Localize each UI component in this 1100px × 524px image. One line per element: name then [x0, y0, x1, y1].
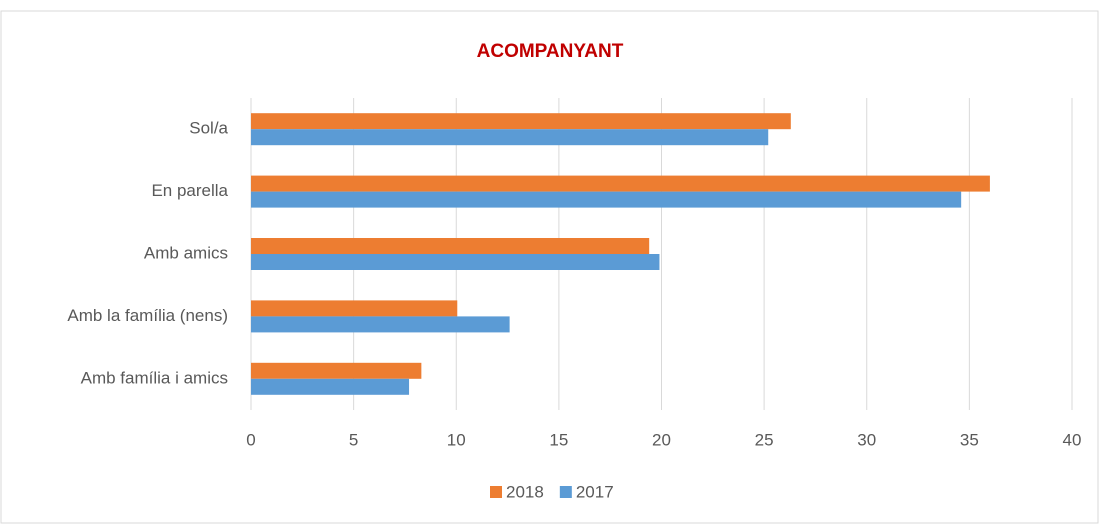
legend-swatch: [490, 486, 502, 498]
bar: [251, 129, 769, 146]
x-tick-label: 10: [447, 430, 466, 449]
bar: [251, 316, 510, 333]
chart-title: ACOMPANYANT: [477, 41, 624, 62]
y-tick-label: Amb amics: [144, 243, 228, 262]
y-tick-label: Sol/a: [189, 119, 228, 138]
bar: [251, 254, 660, 270]
x-tick-label: 0: [246, 430, 255, 449]
y-tick-label: Amb família i amics: [81, 368, 228, 387]
x-tick-label: 30: [857, 430, 876, 449]
legend-label: 2017: [576, 482, 614, 501]
bar: [251, 175, 990, 192]
x-tick-label: 40: [1063, 430, 1082, 449]
x-tick-label: 35: [960, 430, 979, 449]
x-tick-label: 5: [349, 430, 358, 449]
y-tick-label: En parella: [151, 181, 228, 200]
bar: [251, 300, 458, 317]
x-tick-label: 15: [549, 430, 568, 449]
x-tick-label: 25: [755, 430, 774, 449]
bar: [251, 362, 422, 379]
y-tick-label: Amb la família (nens): [67, 306, 228, 325]
bar: [251, 378, 410, 395]
legend-label: 2018: [506, 482, 544, 501]
bar: [251, 191, 962, 208]
bar: [251, 113, 791, 130]
x-tick-label: 20: [652, 430, 671, 449]
bar: [251, 238, 650, 254]
legend-swatch: [559, 486, 572, 498]
